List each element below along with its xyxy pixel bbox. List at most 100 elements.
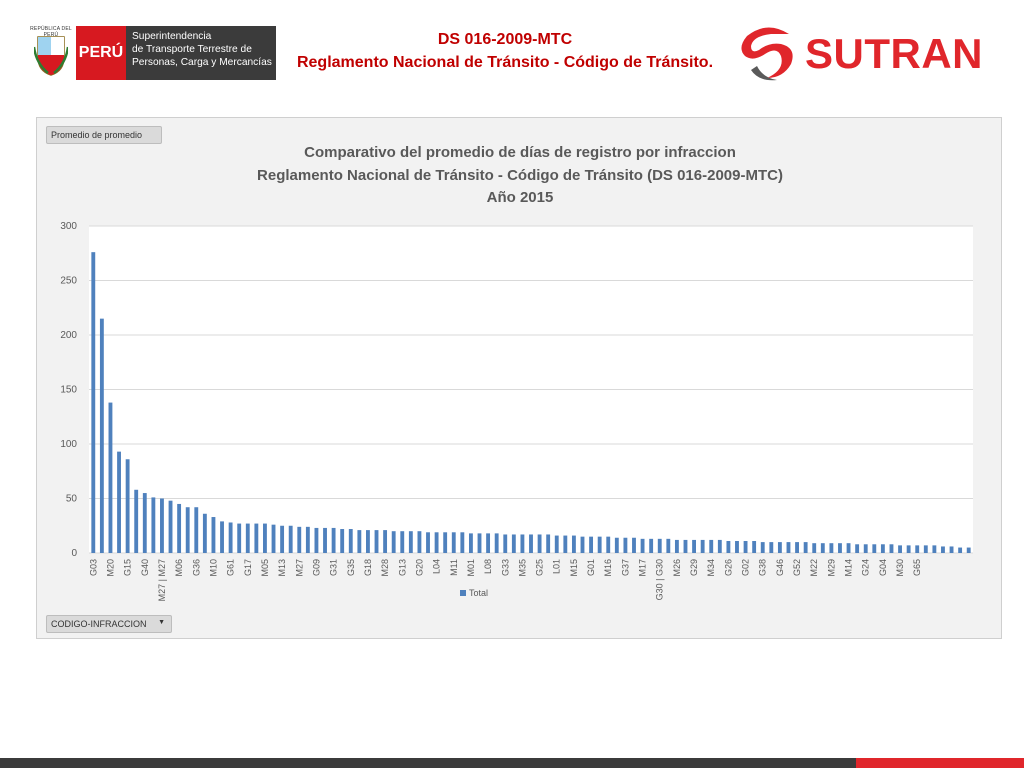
bar <box>417 531 422 553</box>
country-tag: REPÚBLICA DEL PERÚ <box>30 26 72 38</box>
brand-name: SUTRAN <box>805 30 983 77</box>
x-tick-label: M13 <box>277 559 287 577</box>
y-tick-label: 100 <box>60 439 77 450</box>
chart-title-line: Año 2015 <box>486 189 554 206</box>
bar <box>666 538 671 553</box>
bar <box>760 542 765 553</box>
x-tick-label: G52 <box>792 559 802 576</box>
agency-name: Superintendencia de Transporte Terrestre… <box>126 26 276 80</box>
bar <box>185 507 190 553</box>
bar <box>366 530 370 553</box>
bar <box>949 546 954 553</box>
agency-line: de Transporte Terrestre de <box>132 44 252 55</box>
bar <box>426 532 430 553</box>
bar <box>580 536 585 553</box>
bar <box>649 538 654 553</box>
bar <box>941 546 945 553</box>
x-tick-label: M11 <box>449 559 459 576</box>
value-field-button[interactable]: Promedio de promedio <box>46 126 162 144</box>
x-tick-label: G03 <box>88 559 98 576</box>
legend-swatch <box>460 590 466 596</box>
legend-label: Total <box>469 588 488 598</box>
bar <box>846 543 851 553</box>
bar <box>237 523 242 553</box>
x-tick-label: M26 <box>672 559 682 577</box>
y-tick-label: 300 <box>60 221 77 232</box>
x-tick-label: M27 <box>294 559 304 577</box>
bar <box>529 534 533 553</box>
chart-title: Comparativo del promedio de días de regi… <box>37 142 1003 210</box>
bar <box>863 544 868 553</box>
bar <box>820 543 825 553</box>
x-tick-label: G04 <box>878 559 888 576</box>
sutran-swoosh-icon <box>741 27 793 81</box>
bar <box>674 539 679 553</box>
bar <box>855 544 860 553</box>
bar <box>486 533 491 553</box>
bar <box>880 544 885 553</box>
x-tick-label: M30 <box>895 559 905 577</box>
pivot-chart-panel: Promedio de promedio Comparativo del pro… <box>36 117 1002 639</box>
row-field-label: CODIGO-INFRACCION <box>51 619 147 629</box>
bar <box>657 538 662 553</box>
title-line-2: Reglamento Nacional de Tránsito - Código… <box>296 54 714 71</box>
bar <box>134 489 139 553</box>
footer-bar <box>0 758 856 768</box>
bar <box>400 531 405 553</box>
bar <box>468 533 473 553</box>
page-title: DS 016-2009-MTC Reglamento Nacional de T… <box>270 28 740 74</box>
bar <box>923 545 928 553</box>
bar <box>177 503 182 553</box>
bar <box>898 545 902 553</box>
bar <box>245 523 250 553</box>
bar <box>443 532 448 553</box>
row-field-button[interactable]: CODIGO-INFRACCION ▼ <box>46 615 172 633</box>
x-tick-label: L08 <box>483 559 493 574</box>
x-tick-label: G01 <box>586 559 596 576</box>
bar <box>829 543 834 553</box>
bar <box>623 537 628 553</box>
x-tick-label: G31 <box>329 559 339 576</box>
bar <box>571 535 576 553</box>
bar <box>314 527 319 553</box>
bar <box>117 451 121 553</box>
peru-label: PERÚ <box>76 26 126 80</box>
x-tick-label: M34 <box>706 559 716 577</box>
bar <box>434 532 439 553</box>
bar <box>99 318 104 553</box>
y-tick-label: 150 <box>60 385 77 396</box>
agency-line: Personas, Carga y Mercancías <box>132 57 272 68</box>
x-tick-label: M28 <box>380 559 390 577</box>
y-tick-label: 0 <box>71 548 77 559</box>
bar <box>520 534 525 553</box>
x-tick-label: G61 <box>226 559 236 576</box>
bar <box>511 534 516 553</box>
bar <box>357 530 362 553</box>
x-tick-label: G30 | G30 <box>655 559 665 600</box>
bar <box>554 535 559 553</box>
bar <box>297 526 302 553</box>
x-tick-label: M06 <box>174 559 184 577</box>
bar <box>803 542 808 553</box>
bar <box>709 539 714 553</box>
bar <box>735 541 739 553</box>
bar <box>391 531 396 553</box>
bar <box>640 538 645 553</box>
bar <box>151 497 156 553</box>
bar <box>228 522 233 553</box>
bar <box>683 539 688 553</box>
bar <box>632 537 636 553</box>
x-tick-label: G24 <box>861 559 871 576</box>
x-tick-label: M16 <box>603 559 613 577</box>
x-tick-label: G33 <box>500 559 510 576</box>
bar <box>288 525 293 553</box>
bar <box>348 529 353 553</box>
bar <box>563 535 568 553</box>
bar <box>726 541 731 553</box>
bar <box>537 534 542 553</box>
bar <box>752 541 757 553</box>
x-tick-label: G40 <box>140 559 150 576</box>
y-tick-label: 250 <box>60 276 77 287</box>
x-tick-label: M15 <box>569 559 579 577</box>
bar <box>743 541 748 553</box>
